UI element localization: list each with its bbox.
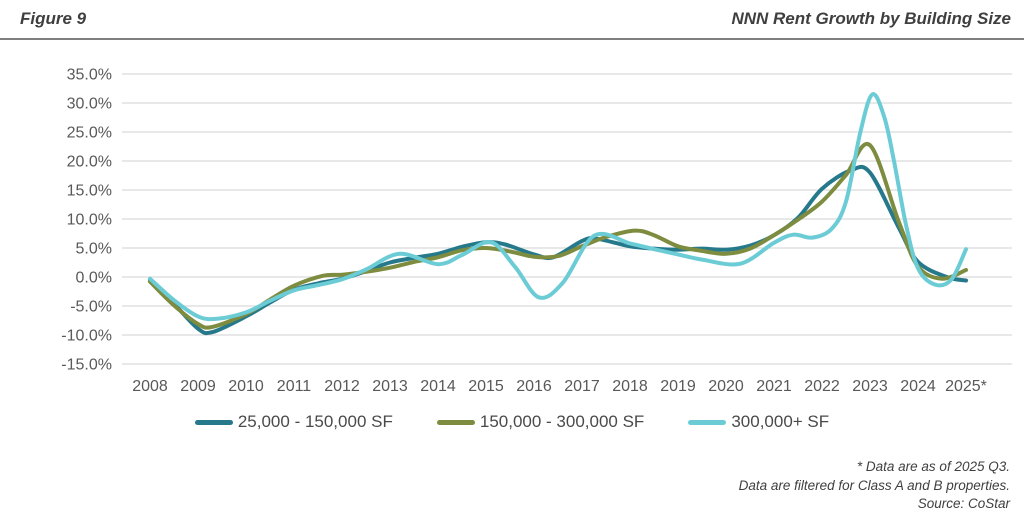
legend-item: 25,000 - 150,000 SF: [194, 412, 393, 432]
x-tick-label: 2025*: [945, 378, 987, 395]
x-tick-label: 2014: [420, 378, 456, 395]
y-tick-label: 0.0%: [76, 270, 112, 287]
x-tick-label: 2021: [756, 378, 792, 395]
chart-footnote: * Data are as of 2025 Q3. Data are filte…: [739, 458, 1010, 514]
legend-line-swatch: [688, 419, 727, 425]
legend-label: 25,000 - 150,000 SF: [237, 412, 393, 431]
legend-item: 300,000+ SF: [688, 412, 829, 432]
y-tick-label: 25.0%: [67, 125, 112, 142]
x-tick-label: 2015: [468, 378, 504, 395]
x-tick-label: 2013: [372, 378, 408, 395]
chart-title: NNN Rent Growth by Building Size: [731, 9, 1011, 28]
chart-legend: 25,000 - 150,000 SF 150,000 - 300,000 SF 3…: [0, 412, 1024, 432]
x-tick-label: 2008: [132, 378, 168, 395]
y-tick-label: 15.0%: [67, 183, 112, 200]
legend-label: 150,000 - 300,000 SF: [479, 412, 645, 431]
header-divider: [0, 38, 1024, 40]
legend-label: 300,000+ SF: [731, 412, 830, 431]
x-tick-label: 2011: [277, 378, 312, 395]
x-tick-label: 2016: [516, 378, 552, 395]
y-tick-label: 20.0%: [67, 154, 112, 171]
x-tick-label: 2012: [324, 378, 360, 395]
y-tick-label: -15.0%: [61, 357, 112, 374]
footnote-line-2: Data are filtered for Class A and B prop…: [738, 477, 1010, 493]
legend-item: 150,000 - 300,000 SF: [436, 412, 645, 432]
x-tick-label: 2019: [660, 378, 696, 395]
x-tick-label: 2023: [852, 378, 888, 395]
y-tick-label: -5.0%: [70, 299, 112, 316]
series-line: [148, 92, 968, 322]
legend-line-swatch: [436, 419, 475, 425]
x-tick-label: 2018: [612, 378, 648, 395]
footnote-line-3: Source: CoStar: [917, 496, 1010, 511]
y-tick-label: 10.0%: [67, 212, 112, 229]
x-tick-label: 2009: [180, 378, 216, 395]
x-tick-label: 2024: [900, 378, 936, 395]
figure-header: Figure 9 NNN Rent Growth by Building Siz…: [0, 0, 1024, 40]
x-tick-label: 2020: [708, 378, 744, 395]
x-tick-label: 2017: [564, 378, 600, 395]
series-line: [148, 164, 968, 336]
y-tick-label: 30.0%: [67, 96, 112, 113]
x-tick-label: 2010: [228, 378, 264, 395]
legend-line-swatch: [194, 419, 233, 425]
series-line: [148, 141, 968, 330]
y-tick-label: -10.0%: [61, 328, 112, 345]
y-tick-label: 35.0%: [67, 67, 112, 84]
y-tick-label: 5.0%: [76, 241, 112, 258]
figure-number-label: Figure 9: [20, 9, 87, 28]
footnote-line-1: * Data are as of 2025 Q3.: [856, 459, 1010, 474]
x-tick-label: 2022: [804, 378, 840, 395]
